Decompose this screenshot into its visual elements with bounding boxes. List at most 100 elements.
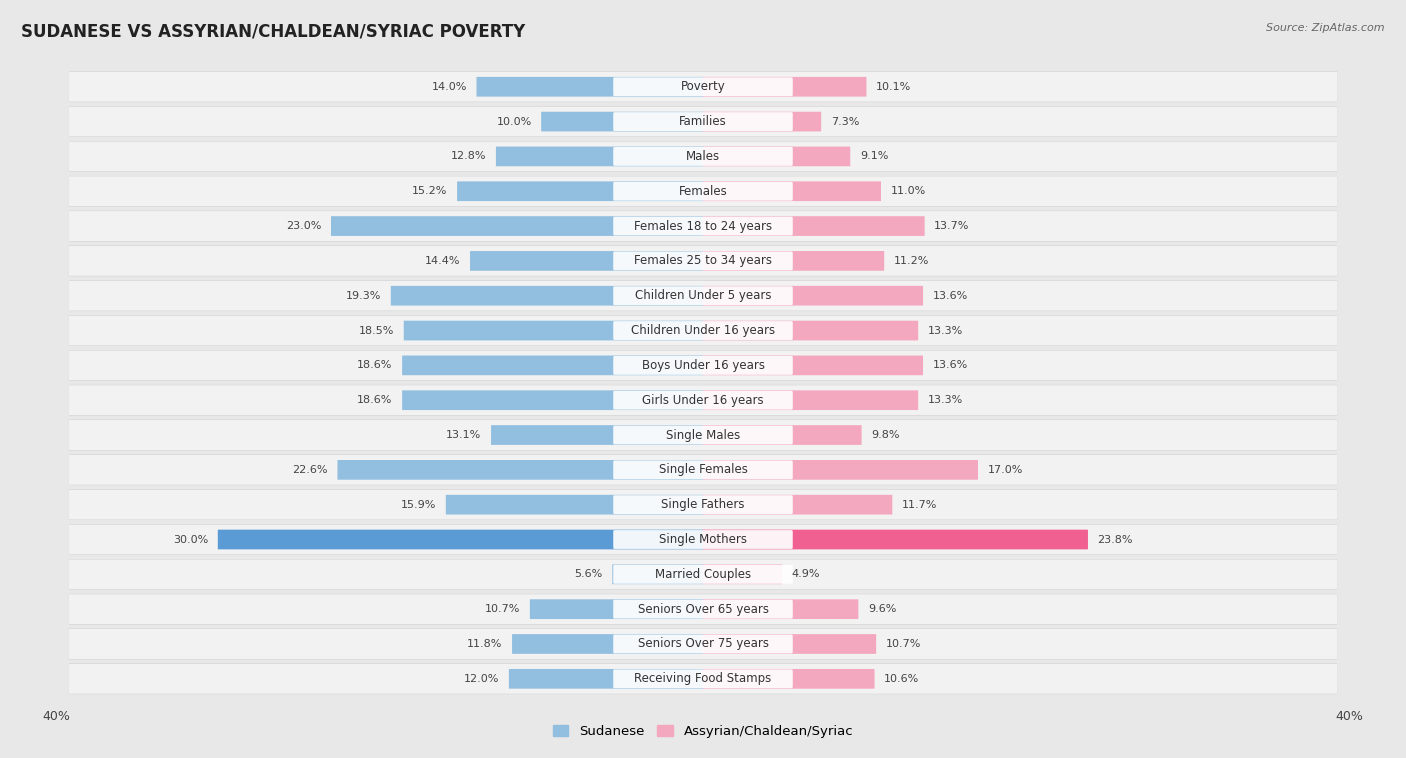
Text: 30.0%: 30.0% [173, 534, 208, 544]
Text: 23.8%: 23.8% [1098, 534, 1133, 544]
FancyBboxPatch shape [69, 420, 1337, 450]
FancyBboxPatch shape [402, 356, 703, 375]
Text: 11.2%: 11.2% [894, 256, 929, 266]
Text: 10.7%: 10.7% [485, 604, 520, 614]
FancyBboxPatch shape [703, 216, 925, 236]
FancyBboxPatch shape [477, 77, 703, 96]
FancyBboxPatch shape [69, 315, 1337, 346]
FancyBboxPatch shape [69, 385, 1337, 415]
Text: Single Females: Single Females [658, 463, 748, 476]
FancyBboxPatch shape [446, 495, 703, 515]
Text: 15.2%: 15.2% [412, 186, 447, 196]
FancyBboxPatch shape [703, 146, 851, 166]
FancyBboxPatch shape [69, 455, 1337, 485]
FancyBboxPatch shape [69, 280, 1337, 311]
FancyBboxPatch shape [69, 177, 1337, 206]
FancyBboxPatch shape [613, 287, 793, 305]
FancyBboxPatch shape [613, 565, 793, 584]
Text: 12.8%: 12.8% [451, 152, 486, 161]
Text: 23.0%: 23.0% [285, 221, 322, 231]
FancyBboxPatch shape [457, 181, 703, 201]
Text: Single Mothers: Single Mothers [659, 533, 747, 546]
FancyBboxPatch shape [330, 216, 703, 236]
Text: 13.7%: 13.7% [934, 221, 970, 231]
Text: 9.1%: 9.1% [860, 152, 889, 161]
FancyBboxPatch shape [613, 321, 793, 340]
Text: Children Under 5 years: Children Under 5 years [634, 290, 772, 302]
FancyBboxPatch shape [69, 455, 1337, 485]
Text: 11.8%: 11.8% [467, 639, 502, 649]
FancyBboxPatch shape [69, 525, 1337, 555]
FancyBboxPatch shape [218, 530, 703, 550]
FancyBboxPatch shape [613, 565, 703, 584]
FancyBboxPatch shape [69, 350, 1337, 381]
FancyBboxPatch shape [509, 669, 703, 689]
FancyBboxPatch shape [69, 141, 1337, 172]
FancyBboxPatch shape [613, 147, 793, 166]
Text: 15.9%: 15.9% [401, 500, 436, 509]
Text: 13.6%: 13.6% [932, 291, 967, 301]
FancyBboxPatch shape [613, 391, 793, 409]
FancyBboxPatch shape [703, 111, 821, 131]
FancyBboxPatch shape [613, 495, 793, 514]
FancyBboxPatch shape [69, 246, 1337, 276]
FancyBboxPatch shape [613, 669, 793, 688]
FancyBboxPatch shape [703, 530, 1088, 550]
FancyBboxPatch shape [69, 420, 1337, 450]
Text: 11.0%: 11.0% [890, 186, 925, 196]
Text: 5.6%: 5.6% [575, 569, 603, 579]
FancyBboxPatch shape [69, 490, 1337, 520]
FancyBboxPatch shape [613, 217, 793, 236]
FancyBboxPatch shape [703, 565, 782, 584]
Text: 13.6%: 13.6% [932, 360, 967, 371]
FancyBboxPatch shape [703, 600, 858, 619]
Text: Poverty: Poverty [681, 80, 725, 93]
FancyBboxPatch shape [703, 460, 979, 480]
Text: Receiving Food Stamps: Receiving Food Stamps [634, 672, 772, 685]
FancyBboxPatch shape [703, 356, 922, 375]
FancyBboxPatch shape [69, 559, 1337, 589]
Text: 10.0%: 10.0% [496, 117, 531, 127]
FancyBboxPatch shape [703, 495, 893, 515]
Text: 11.7%: 11.7% [901, 500, 938, 509]
FancyBboxPatch shape [69, 107, 1337, 136]
FancyBboxPatch shape [69, 628, 1337, 659]
FancyBboxPatch shape [391, 286, 703, 305]
FancyBboxPatch shape [496, 146, 703, 166]
Text: Single Fathers: Single Fathers [661, 498, 745, 511]
Text: 4.9%: 4.9% [792, 569, 821, 579]
Text: 10.6%: 10.6% [884, 674, 920, 684]
FancyBboxPatch shape [530, 600, 703, 619]
Text: Seniors Over 65 years: Seniors Over 65 years [637, 603, 769, 615]
FancyBboxPatch shape [337, 460, 703, 480]
Text: 17.0%: 17.0% [987, 465, 1024, 475]
Text: 10.1%: 10.1% [876, 82, 911, 92]
FancyBboxPatch shape [512, 634, 703, 654]
Text: Boys Under 16 years: Boys Under 16 years [641, 359, 765, 372]
FancyBboxPatch shape [69, 246, 1337, 276]
FancyBboxPatch shape [541, 111, 703, 131]
Text: 13.3%: 13.3% [928, 325, 963, 336]
FancyBboxPatch shape [703, 286, 922, 305]
FancyBboxPatch shape [613, 426, 793, 444]
Text: Girls Under 16 years: Girls Under 16 years [643, 393, 763, 407]
Legend: Sudanese, Assyrian/Chaldean/Syriac: Sudanese, Assyrian/Chaldean/Syriac [547, 720, 859, 744]
Text: 9.8%: 9.8% [872, 430, 900, 440]
Text: 12.0%: 12.0% [464, 674, 499, 684]
FancyBboxPatch shape [613, 356, 793, 374]
Text: 18.5%: 18.5% [359, 325, 394, 336]
Text: SUDANESE VS ASSYRIAN/CHALDEAN/SYRIAC POVERTY: SUDANESE VS ASSYRIAN/CHALDEAN/SYRIAC POV… [21, 23, 526, 41]
FancyBboxPatch shape [470, 251, 703, 271]
FancyBboxPatch shape [613, 634, 793, 653]
Text: 19.3%: 19.3% [346, 291, 381, 301]
FancyBboxPatch shape [69, 211, 1337, 241]
FancyBboxPatch shape [491, 425, 703, 445]
FancyBboxPatch shape [69, 280, 1337, 311]
Text: 7.3%: 7.3% [831, 117, 859, 127]
FancyBboxPatch shape [69, 559, 1337, 590]
Text: Males: Males [686, 150, 720, 163]
Text: Females: Females [679, 185, 727, 198]
FancyBboxPatch shape [613, 460, 793, 479]
FancyBboxPatch shape [69, 176, 1337, 207]
Text: 10.7%: 10.7% [886, 639, 921, 649]
